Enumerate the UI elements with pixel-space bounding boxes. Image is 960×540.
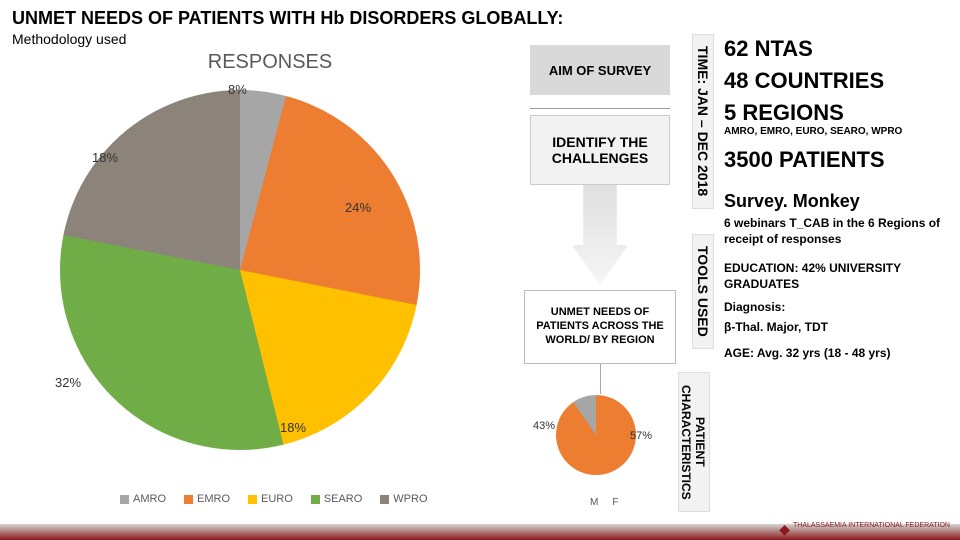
stat-countries: 48 COUNTRIES [724, 68, 952, 94]
gender-label-f: 43% [533, 420, 555, 432]
pie-slice-label: 18% [92, 150, 118, 165]
divider [530, 108, 670, 109]
gender-legend: MF [590, 497, 618, 508]
stat-regions: 5 REGIONS [724, 100, 952, 126]
stat-age: AGE: Avg. 32 yrs (18 - 48 yrs) [724, 346, 952, 362]
unmet-box: UNMET NEEDS OF PATIENTS ACROSS THE WORLD… [524, 290, 676, 364]
legend-item: SEARO [311, 493, 363, 505]
pie-slice-label: 8% [228, 82, 247, 97]
stats-panel: 62 NTAS 48 COUNTRIES 5 REGIONS AMRO, EMR… [724, 30, 952, 365]
pie-slice-label: 32% [55, 375, 81, 390]
pie-slice-label: 18% [280, 420, 306, 435]
responses-legend: AMRO EMRO EURO SEARO WPRO [120, 493, 428, 505]
connector-line [600, 364, 601, 394]
gender-label-m: 57% [630, 430, 652, 442]
aim-box: AIM OF SURVEY [530, 45, 670, 95]
legend-item: M [590, 497, 598, 508]
responses-chart-title: RESPONSES [60, 51, 480, 74]
stat-edu: EDUCATION: 42% UNIVERSITY GRADUATES [724, 261, 952, 292]
pie-slice-label: 24% [345, 200, 371, 215]
legend-item: F [612, 497, 618, 508]
responses-pie-chart [60, 90, 420, 450]
identify-box: IDENTIFY THE CHALLENGES [530, 115, 670, 185]
stat-survey: Survey. Monkey [724, 191, 952, 212]
page-title: UNMET NEEDS OF PATIENTS WITH Hb DISORDER… [0, 0, 960, 31]
legend-item: AMRO [120, 493, 166, 505]
gender-pie-chart [556, 395, 636, 475]
stat-diag: β-Thal. Major, TDT [724, 320, 952, 336]
tools-vlabel: TOOLS USED [692, 234, 714, 349]
patient-vlabel: PATIENT CHARACTERISTICS [678, 372, 710, 512]
legend-item: EMRO [184, 493, 230, 505]
time-vlabel: TIME: JAN – DEC 2018 [692, 34, 714, 209]
stat-webinars: 6 webinars T_CAB in the 6 Regions of rec… [724, 216, 952, 247]
stat-diag-h: Diagnosis: [724, 300, 952, 316]
legend-item: EURO [248, 493, 293, 505]
legend-item: WPRO [380, 493, 427, 505]
stat-regions-sub: AMRO, EMRO, EURO, SEARO, WPRO [724, 126, 952, 137]
org-logo: THALASSAEMIA INTERNATIONAL FEDERATION [779, 522, 950, 536]
arrow-down-icon [572, 185, 628, 285]
stat-patients: 3500 PATIENTS [724, 147, 952, 173]
stat-ntas: 62 NTAS [724, 36, 952, 62]
